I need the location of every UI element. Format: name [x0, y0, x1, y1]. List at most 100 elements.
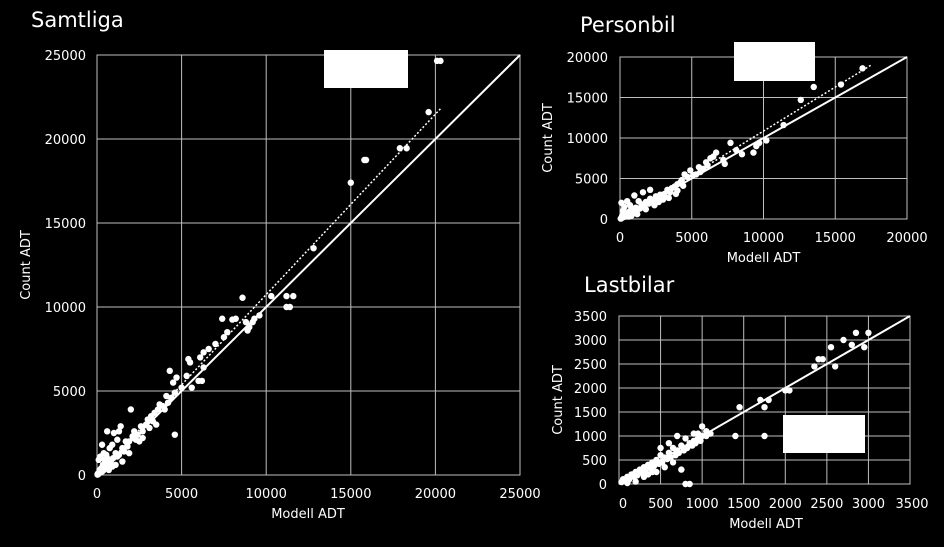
data-point [173, 374, 180, 381]
data-point [632, 478, 639, 485]
data-point [642, 206, 650, 213]
y-tick-label: 10000 [45, 301, 86, 316]
data-point [686, 480, 693, 488]
x-tick-label: 20000 [415, 487, 456, 502]
plot-area [618, 315, 911, 485]
data-point [95, 456, 102, 464]
data-point [200, 364, 207, 371]
data-points [94, 57, 444, 478]
data-point [100, 449, 107, 457]
data-point [347, 179, 354, 186]
x-tick-label: 3000 [852, 497, 885, 512]
data-point [239, 294, 246, 301]
data-point [750, 149, 757, 156]
y-tick-labels: 0 5000 10000 15000 20000 25000 [45, 49, 86, 484]
data-point [652, 193, 660, 200]
data-point [103, 455, 111, 462]
data-point [624, 479, 631, 487]
data-point [205, 345, 212, 353]
data-point [219, 315, 226, 322]
chart-title: Personbil [580, 13, 676, 37]
data-point [220, 334, 228, 341]
y-tick-label: 15000 [45, 217, 86, 232]
y-axis-label: Count ADT [541, 103, 556, 173]
legend-box [324, 50, 408, 88]
data-point [105, 466, 113, 474]
data-point [94, 471, 101, 478]
data-point [837, 81, 845, 88]
data-point [682, 435, 689, 442]
y-tick-label: 0 [599, 478, 607, 493]
plot-area [96, 54, 521, 476]
data-point [403, 145, 410, 152]
y-tick-labels: 0 500 1000 1500 2000 2500 3000 3500 [574, 310, 607, 493]
data-point [659, 459, 666, 466]
x-axis-label: Modell ADT [727, 251, 801, 266]
data-point [733, 146, 740, 154]
x-tick-label: 20000 [886, 231, 927, 246]
x-tick-label: 15000 [815, 231, 856, 246]
x-axis-label: Modell ADT [729, 517, 803, 532]
data-point [396, 145, 404, 152]
data-point [650, 463, 658, 470]
x-tick-label: 25000 [499, 487, 540, 502]
data-point [635, 197, 642, 205]
y-tick-label: 2000 [574, 382, 607, 397]
y-tick-label: 0 [78, 469, 86, 484]
data-point [669, 444, 677, 452]
data-point [425, 108, 432, 116]
data-point [782, 387, 789, 394]
data-point [283, 292, 290, 300]
x-tick-label: 2000 [769, 497, 802, 512]
data-point [171, 389, 179, 396]
data-point [168, 394, 175, 401]
data-point [665, 194, 672, 202]
data-point [865, 329, 872, 336]
y-tick-label: 0 [600, 213, 608, 228]
data-point [137, 423, 145, 430]
data-point [780, 121, 787, 129]
data-point [618, 199, 625, 206]
identity-line [96, 54, 521, 476]
panel-lastbilar: Lastbilar 0 500 1000 1500 2000 2500 3000… [551, 273, 929, 532]
data-point [361, 156, 368, 164]
x-tick-label: 5000 [675, 231, 708, 246]
data-point [765, 396, 772, 404]
data-point [859, 65, 866, 72]
x-tick-label: 3500 [895, 497, 928, 512]
x-tick-label: 1000 [686, 497, 719, 512]
data-point [661, 464, 668, 471]
y-tick-label: 1000 [574, 430, 607, 445]
data-point [674, 187, 681, 194]
data-point [639, 189, 647, 196]
x-tick-label: 1500 [727, 497, 760, 512]
y-tick-label: 1500 [574, 406, 607, 421]
data-point [617, 215, 624, 222]
y-tick-label: 5000 [53, 385, 86, 400]
data-point [653, 468, 660, 476]
data-point [659, 196, 667, 203]
data-point [763, 137, 770, 144]
data-point [197, 354, 204, 361]
data-point [694, 435, 702, 442]
data-point [129, 433, 136, 440]
data-point [815, 356, 822, 363]
data-points [618, 329, 872, 488]
data-point [753, 142, 760, 150]
data-point [692, 440, 699, 447]
data-point [290, 292, 297, 300]
data-point [244, 327, 251, 334]
data-point [738, 151, 746, 158]
data-point [212, 340, 219, 348]
data-point [628, 212, 635, 219]
data-point [166, 367, 173, 375]
y-tick-label: 3500 [574, 310, 607, 325]
data-point [117, 423, 124, 430]
data-point [131, 428, 138, 435]
data-point [852, 329, 860, 336]
data-point [631, 192, 638, 199]
x-tick-labels: 0 500 1000 1500 2000 2500 3000 3500 [619, 497, 929, 512]
x-tick-label: 5000 [165, 487, 198, 502]
data-point [721, 160, 728, 168]
